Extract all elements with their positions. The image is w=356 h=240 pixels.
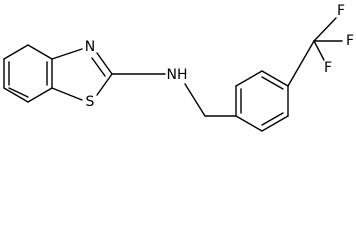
bond xyxy=(27,44,53,60)
atom-label: S xyxy=(86,94,95,110)
bond xyxy=(96,52,113,75)
bond xyxy=(3,87,29,103)
bond xyxy=(51,48,83,60)
atom-label: F xyxy=(346,33,354,49)
bond xyxy=(184,83,206,117)
bond xyxy=(235,70,263,87)
bond xyxy=(261,76,284,90)
atom-label: F xyxy=(324,60,332,76)
atom-labels: N S NH F F F xyxy=(85,3,354,110)
bond xyxy=(3,44,29,60)
bond xyxy=(96,73,113,96)
atom-label: N xyxy=(85,39,95,55)
atom-label: NH xyxy=(167,67,188,83)
bond xyxy=(313,17,337,42)
atom-label: F xyxy=(337,3,345,19)
bond xyxy=(8,87,29,98)
bond xyxy=(287,40,315,87)
bonds xyxy=(3,17,343,132)
bond xyxy=(91,57,106,77)
bond xyxy=(261,70,289,87)
bond xyxy=(51,87,83,101)
bond xyxy=(313,40,325,61)
structure-diagram: N S NH F F F xyxy=(3,3,354,132)
bond xyxy=(27,87,53,103)
bond xyxy=(261,112,284,126)
bond xyxy=(261,115,289,132)
bond xyxy=(235,115,263,132)
